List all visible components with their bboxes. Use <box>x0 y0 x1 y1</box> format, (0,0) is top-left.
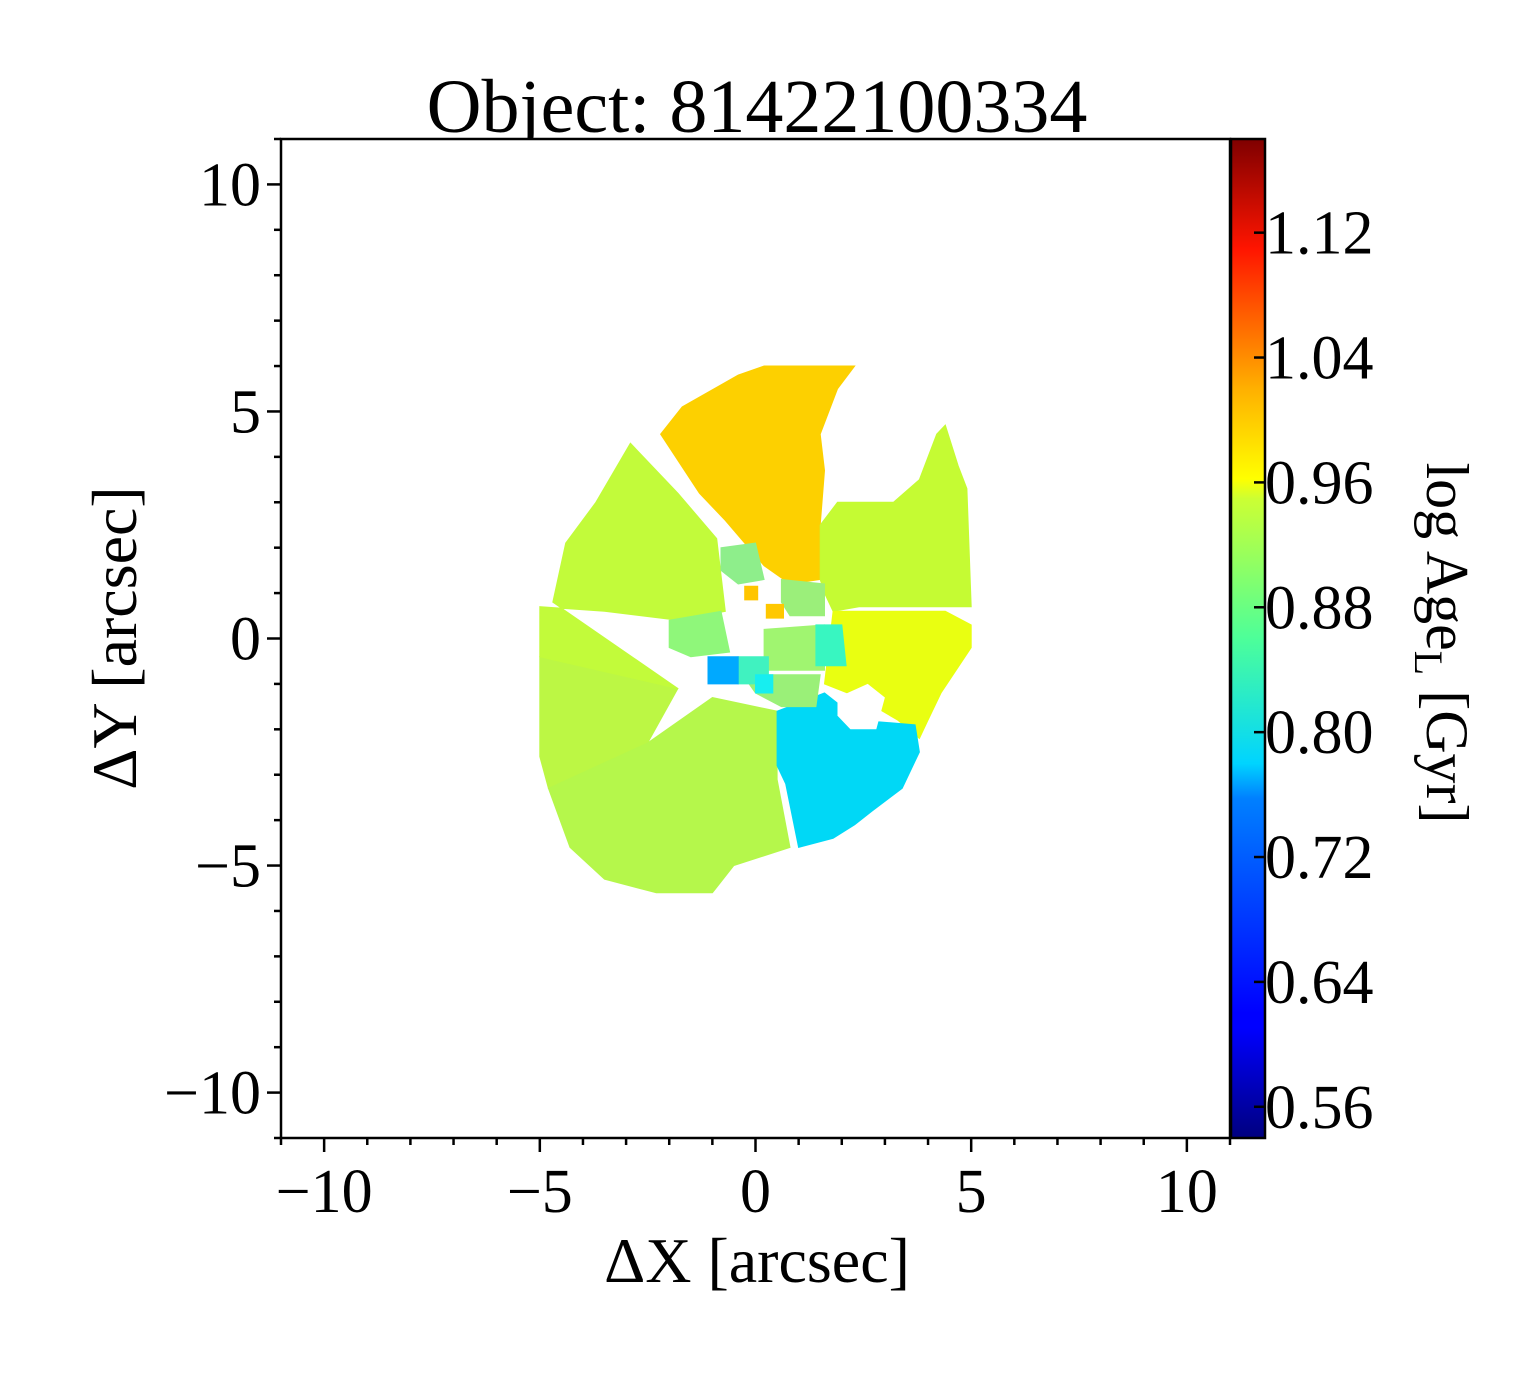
colorbar-tick-label: 0.88 <box>1265 574 1374 642</box>
x-tick-label: 5 <box>956 1158 987 1226</box>
map-regions <box>539 365 972 894</box>
y-tick-label: 0 <box>230 606 261 674</box>
colorbar-tick-label: 0.80 <box>1265 699 1374 767</box>
region-center-orange-a <box>744 585 759 601</box>
colorbar-tick-label: 0.72 <box>1265 824 1374 892</box>
region-center-c <box>780 578 825 617</box>
x-tick-label: −10 <box>276 1158 373 1226</box>
colorbar-ticks: 0.56 0.64 0.72 0.80 0.88 0.96 1.04 1.12 <box>1254 200 1374 1142</box>
y-tick-label: −10 <box>164 1060 261 1128</box>
plot-background <box>281 139 1230 1138</box>
colorbar-label: log AgeL [Gyr] <box>1406 462 1480 823</box>
colorbar-gradient <box>1229 137 1267 1140</box>
region-center-b <box>720 542 765 585</box>
region-center-a <box>668 610 731 658</box>
colorbar-tick-label: 0.64 <box>1265 949 1374 1017</box>
region-south <box>547 696 791 894</box>
colorbar-label-main: log Age <box>1414 462 1480 650</box>
colorbar-tick-label: 1.12 <box>1265 200 1374 268</box>
y-tick-label: −5 <box>195 833 261 901</box>
colorbar-tick-label: 0.96 <box>1265 449 1374 517</box>
colorbar-label-sub: L <box>1406 651 1451 675</box>
region-west <box>539 442 726 689</box>
colorbar: 0.56 0.64 0.72 0.80 0.88 0.96 1.04 1.12 <box>1229 137 1374 1142</box>
y-tick-label: 5 <box>230 378 261 446</box>
region-center-blue <box>707 656 739 685</box>
plot-area <box>279 137 1232 1140</box>
x-axis: −10 −5 0 5 10 <box>276 1138 1232 1226</box>
y-axis: −10 −5 0 5 10 <box>164 137 281 1140</box>
x-tick-label: 0 <box>740 1158 771 1226</box>
chart-title: Object: 81422100334 <box>427 65 1088 149</box>
x-tick-label: 10 <box>1156 1158 1218 1226</box>
region-center-orange-b <box>765 603 784 619</box>
y-axis-label: ΔY [arcsec] <box>79 486 150 789</box>
region-north-east <box>819 424 972 612</box>
x-tick-label: −5 <box>507 1158 573 1226</box>
region-center-cyan-a <box>755 674 774 694</box>
x-axis-label: ΔX [arcsec] <box>604 1225 910 1296</box>
colorbar-label-unit: [Gyr] <box>1414 675 1480 823</box>
y-tick-label: 10 <box>199 151 261 219</box>
colorbar-tick-label: 1.04 <box>1265 325 1374 393</box>
masked-region <box>837 683 885 730</box>
colorbar-tick-label: 0.56 <box>1265 1074 1374 1142</box>
region-north <box>659 365 856 585</box>
region-east <box>823 610 972 740</box>
region-center-teal-a <box>815 624 847 667</box>
